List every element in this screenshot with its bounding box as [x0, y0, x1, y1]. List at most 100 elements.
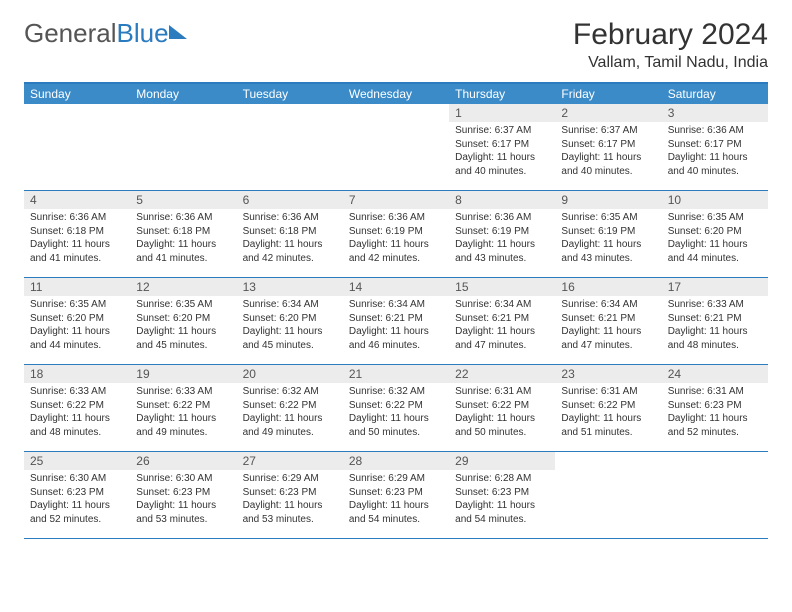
day-content: Sunrise: 6:34 AMSunset: 6:21 PMDaylight:… [343, 296, 449, 356]
day-number: 15 [449, 278, 555, 296]
daylight-line: Daylight: 11 hours and 52 minutes. [668, 412, 762, 439]
sunset-line: Sunset: 6:22 PM [243, 399, 337, 413]
sunset-line: Sunset: 6:23 PM [668, 399, 762, 413]
day-number: 10 [662, 191, 768, 209]
day-content: Sunrise: 6:35 AMSunset: 6:20 PMDaylight:… [24, 296, 130, 356]
sunrise-line: Sunrise: 6:36 AM [349, 211, 443, 225]
daylight-line: Daylight: 11 hours and 44 minutes. [30, 325, 124, 352]
week-row: 18Sunrise: 6:33 AMSunset: 6:22 PMDayligh… [24, 365, 768, 452]
day-content: Sunrise: 6:35 AMSunset: 6:20 PMDaylight:… [130, 296, 236, 356]
day-cell: 2Sunrise: 6:37 AMSunset: 6:17 PMDaylight… [555, 104, 661, 190]
day-cell: 3Sunrise: 6:36 AMSunset: 6:17 PMDaylight… [662, 104, 768, 190]
day-cell: 27Sunrise: 6:29 AMSunset: 6:23 PMDayligh… [237, 452, 343, 538]
day-content: Sunrise: 6:31 AMSunset: 6:22 PMDaylight:… [555, 383, 661, 443]
daylight-line: Daylight: 11 hours and 53 minutes. [243, 499, 337, 526]
daylight-line: Daylight: 11 hours and 52 minutes. [30, 499, 124, 526]
day-number: 29 [449, 452, 555, 470]
day-cell: 10Sunrise: 6:35 AMSunset: 6:20 PMDayligh… [662, 191, 768, 277]
sunset-line: Sunset: 6:21 PM [455, 312, 549, 326]
daylight-line: Daylight: 11 hours and 40 minutes. [561, 151, 655, 178]
day-number: 25 [24, 452, 130, 470]
day-cell: 6Sunrise: 6:36 AMSunset: 6:18 PMDaylight… [237, 191, 343, 277]
sunset-line: Sunset: 6:20 PM [668, 225, 762, 239]
sunset-line: Sunset: 6:23 PM [455, 486, 549, 500]
day-number: 3 [662, 104, 768, 122]
day-content: Sunrise: 6:31 AMSunset: 6:23 PMDaylight:… [662, 383, 768, 443]
sunset-line: Sunset: 6:19 PM [455, 225, 549, 239]
day-number: 1 [449, 104, 555, 122]
day-content: Sunrise: 6:31 AMSunset: 6:22 PMDaylight:… [449, 383, 555, 443]
daylight-line: Daylight: 11 hours and 46 minutes. [349, 325, 443, 352]
sunset-line: Sunset: 6:22 PM [136, 399, 230, 413]
weekday-header: Friday [555, 84, 661, 104]
day-number: 2 [555, 104, 661, 122]
sunrise-line: Sunrise: 6:32 AM [349, 385, 443, 399]
day-cell: 7Sunrise: 6:36 AMSunset: 6:19 PMDaylight… [343, 191, 449, 277]
sunrise-line: Sunrise: 6:33 AM [136, 385, 230, 399]
daylight-line: Daylight: 11 hours and 48 minutes. [668, 325, 762, 352]
daylight-line: Daylight: 11 hours and 41 minutes. [30, 238, 124, 265]
sunrise-line: Sunrise: 6:33 AM [30, 385, 124, 399]
day-number: 22 [449, 365, 555, 383]
sunset-line: Sunset: 6:20 PM [30, 312, 124, 326]
sunset-line: Sunset: 6:18 PM [136, 225, 230, 239]
sunset-line: Sunset: 6:17 PM [455, 138, 549, 152]
daylight-line: Daylight: 11 hours and 54 minutes. [349, 499, 443, 526]
week-row: 11Sunrise: 6:35 AMSunset: 6:20 PMDayligh… [24, 278, 768, 365]
sunset-line: Sunset: 6:23 PM [136, 486, 230, 500]
sunset-line: Sunset: 6:19 PM [561, 225, 655, 239]
day-number: 7 [343, 191, 449, 209]
weekday-header: Sunday [24, 84, 130, 104]
sunset-line: Sunset: 6:20 PM [243, 312, 337, 326]
daylight-line: Daylight: 11 hours and 49 minutes. [136, 412, 230, 439]
sunrise-line: Sunrise: 6:36 AM [455, 211, 549, 225]
day-content: Sunrise: 6:32 AMSunset: 6:22 PMDaylight:… [343, 383, 449, 443]
day-cell-empty [237, 104, 343, 190]
sunset-line: Sunset: 6:18 PM [243, 225, 337, 239]
day-content: Sunrise: 6:36 AMSunset: 6:19 PMDaylight:… [449, 209, 555, 269]
weekday-header: Tuesday [237, 84, 343, 104]
day-number: 13 [237, 278, 343, 296]
sunrise-line: Sunrise: 6:35 AM [561, 211, 655, 225]
sunrise-line: Sunrise: 6:33 AM [668, 298, 762, 312]
sunrise-line: Sunrise: 6:35 AM [30, 298, 124, 312]
day-number: 14 [343, 278, 449, 296]
day-cell: 26Sunrise: 6:30 AMSunset: 6:23 PMDayligh… [130, 452, 236, 538]
day-cell: 5Sunrise: 6:36 AMSunset: 6:18 PMDaylight… [130, 191, 236, 277]
day-number: 8 [449, 191, 555, 209]
sunset-line: Sunset: 6:21 PM [561, 312, 655, 326]
week-row: 4Sunrise: 6:36 AMSunset: 6:18 PMDaylight… [24, 191, 768, 278]
sunset-line: Sunset: 6:23 PM [243, 486, 337, 500]
day-cell: 12Sunrise: 6:35 AMSunset: 6:20 PMDayligh… [130, 278, 236, 364]
weekday-header: Thursday [449, 84, 555, 104]
daylight-line: Daylight: 11 hours and 48 minutes. [30, 412, 124, 439]
day-content: Sunrise: 6:35 AMSunset: 6:20 PMDaylight:… [662, 209, 768, 269]
day-number: 12 [130, 278, 236, 296]
day-content: Sunrise: 6:36 AMSunset: 6:17 PMDaylight:… [662, 122, 768, 182]
day-number: 20 [237, 365, 343, 383]
sunrise-line: Sunrise: 6:29 AM [349, 472, 443, 486]
day-content: Sunrise: 6:30 AMSunset: 6:23 PMDaylight:… [24, 470, 130, 530]
sunset-line: Sunset: 6:17 PM [561, 138, 655, 152]
daylight-line: Daylight: 11 hours and 40 minutes. [668, 151, 762, 178]
daylight-line: Daylight: 11 hours and 53 minutes. [136, 499, 230, 526]
day-content: Sunrise: 6:36 AMSunset: 6:18 PMDaylight:… [24, 209, 130, 269]
sunrise-line: Sunrise: 6:30 AM [30, 472, 124, 486]
day-cell-empty [24, 104, 130, 190]
day-content: Sunrise: 6:29 AMSunset: 6:23 PMDaylight:… [237, 470, 343, 530]
day-cell: 4Sunrise: 6:36 AMSunset: 6:18 PMDaylight… [24, 191, 130, 277]
day-number: 16 [555, 278, 661, 296]
day-cell-empty [343, 104, 449, 190]
daylight-line: Daylight: 11 hours and 42 minutes. [243, 238, 337, 265]
sunset-line: Sunset: 6:20 PM [136, 312, 230, 326]
daylight-line: Daylight: 11 hours and 47 minutes. [561, 325, 655, 352]
day-number: 28 [343, 452, 449, 470]
weekday-header-row: SundayMondayTuesdayWednesdayThursdayFrid… [24, 84, 768, 104]
day-cell: 23Sunrise: 6:31 AMSunset: 6:22 PMDayligh… [555, 365, 661, 451]
day-number: 18 [24, 365, 130, 383]
logo-text-gray: General [24, 18, 117, 48]
day-number: 23 [555, 365, 661, 383]
day-cell-empty [130, 104, 236, 190]
day-content: Sunrise: 6:34 AMSunset: 6:21 PMDaylight:… [555, 296, 661, 356]
day-content: Sunrise: 6:36 AMSunset: 6:19 PMDaylight:… [343, 209, 449, 269]
